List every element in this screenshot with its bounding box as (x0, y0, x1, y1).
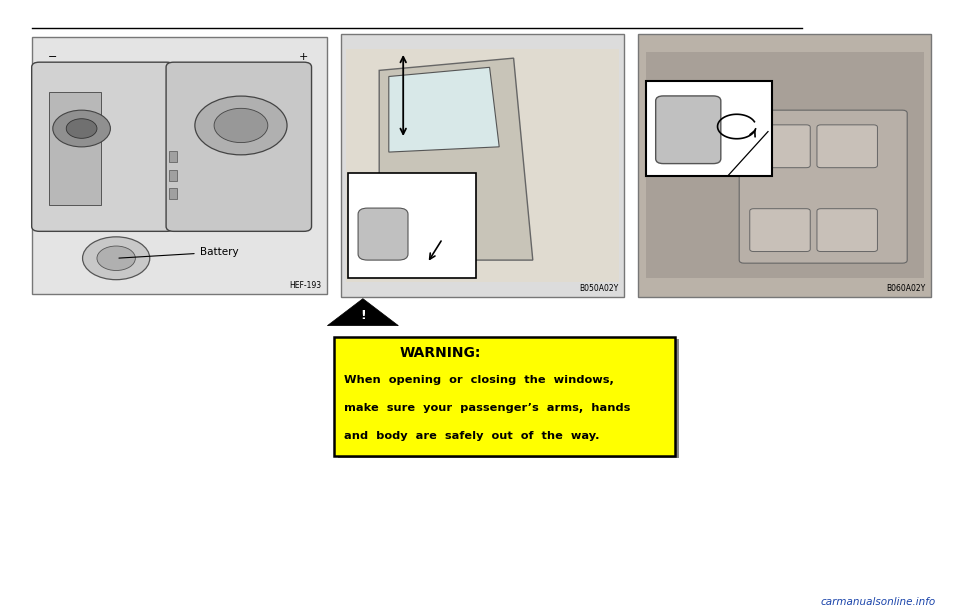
FancyBboxPatch shape (646, 52, 924, 278)
FancyBboxPatch shape (169, 170, 177, 181)
FancyBboxPatch shape (341, 34, 624, 297)
FancyBboxPatch shape (348, 173, 476, 278)
Circle shape (53, 110, 110, 147)
Text: B060A02Y: B060A02Y (886, 284, 925, 293)
Text: make  sure  your  passenger’s  arms,  hands: make sure your passenger’s arms, hands (344, 403, 630, 412)
FancyBboxPatch shape (817, 209, 877, 252)
FancyBboxPatch shape (169, 151, 177, 162)
FancyBboxPatch shape (750, 125, 810, 168)
Text: B050A02Y: B050A02Y (579, 284, 618, 293)
Circle shape (97, 246, 135, 271)
FancyBboxPatch shape (358, 208, 408, 260)
Text: +: + (299, 52, 308, 62)
Text: and  body  are  safely  out  of  the  way.: and body are safely out of the way. (344, 431, 599, 441)
FancyBboxPatch shape (166, 62, 312, 231)
Text: WARNING:: WARNING: (399, 346, 481, 360)
FancyBboxPatch shape (817, 125, 877, 168)
FancyBboxPatch shape (49, 92, 101, 205)
Circle shape (83, 237, 150, 280)
Text: When  opening  or  closing  the  windows,: When opening or closing the windows, (344, 375, 613, 384)
Text: !: ! (360, 310, 366, 323)
FancyBboxPatch shape (638, 34, 931, 297)
FancyBboxPatch shape (169, 188, 177, 199)
FancyBboxPatch shape (334, 337, 675, 456)
Text: Battery: Battery (119, 247, 238, 258)
FancyBboxPatch shape (346, 49, 619, 282)
Circle shape (214, 108, 268, 143)
FancyBboxPatch shape (32, 37, 327, 294)
FancyBboxPatch shape (739, 110, 907, 263)
Text: −: − (48, 52, 58, 62)
Polygon shape (379, 58, 533, 260)
FancyBboxPatch shape (338, 339, 679, 458)
Polygon shape (327, 299, 398, 326)
Circle shape (195, 96, 287, 155)
FancyBboxPatch shape (646, 81, 772, 176)
FancyBboxPatch shape (750, 209, 810, 252)
FancyBboxPatch shape (32, 62, 174, 231)
Text: HEF-193: HEF-193 (290, 281, 322, 290)
Circle shape (66, 119, 97, 138)
Polygon shape (389, 67, 499, 152)
Text: carmanualsonline.info: carmanualsonline.info (821, 597, 936, 607)
FancyBboxPatch shape (656, 96, 721, 163)
